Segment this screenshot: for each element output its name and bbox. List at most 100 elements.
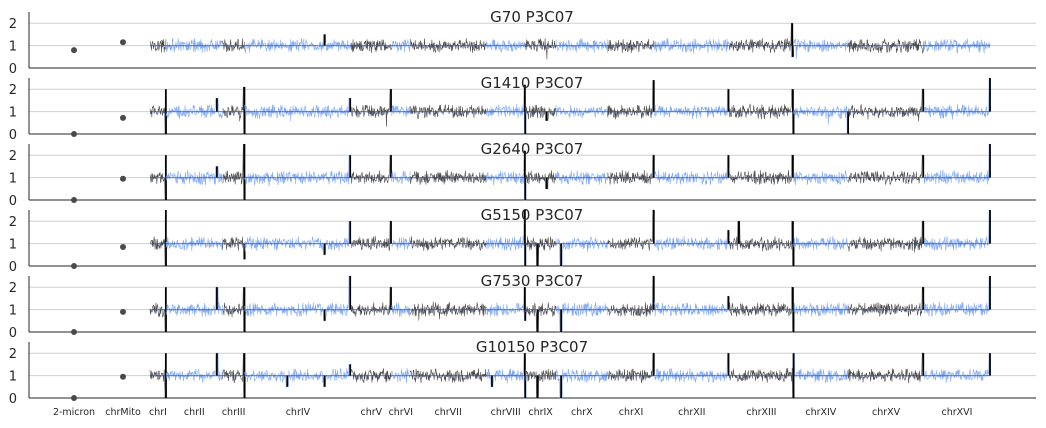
x-tick-label: chrXIV [805, 407, 836, 418]
trace-chrII [165, 166, 223, 186]
x-tick-labels: 2-micron chrMito chrI chrII chrIII chrIV chrV c… [53, 407, 973, 418]
trace-chrIII [222, 38, 245, 52]
y-tick-label: 0 [9, 194, 17, 209]
trace-chrXIII [728, 22, 794, 58]
point-2-micron [71, 263, 77, 269]
panel-3: 0 1 2 G2640 P3C07 [9, 140, 1036, 209]
y-tick-label: 1 [9, 172, 17, 187]
panel-5: 0 1 2 G7530 P3C07 [9, 272, 1036, 341]
trace-chrVI [391, 367, 411, 384]
trace-chrXIV [793, 235, 849, 251]
trace-chrXIII [728, 367, 794, 399]
point-2-micron [71, 329, 77, 335]
trace-chrXI [607, 209, 655, 251]
trace-chrXIII [728, 220, 794, 267]
trace-chrVI [391, 105, 411, 118]
trace-chrXVI [923, 38, 991, 54]
trace-chrIII [222, 286, 245, 333]
trace-chrVIII [485, 39, 526, 53]
x-tick-label: chrIX [528, 407, 553, 418]
trace-chrXIV [793, 302, 849, 317]
trace-chrXII [653, 154, 730, 185]
trace-chrXI [607, 79, 655, 120]
trace-chrXVI [923, 275, 990, 317]
trace-chrXII [653, 352, 730, 383]
trace-chrIX [524, 302, 557, 333]
trace-chrVII [409, 301, 487, 321]
trace-chrII [165, 236, 223, 252]
trace-chrX [555, 301, 609, 333]
trace-chrIV [244, 220, 352, 256]
trace-chrXVI [923, 143, 990, 185]
y-tick-label: 0 [9, 62, 17, 77]
trace-chrX [555, 170, 609, 185]
y-tick-label: 1 [9, 106, 17, 121]
trace-chrV [350, 286, 392, 317]
x-tick-label: chrVI [389, 407, 413, 418]
y-tick-label: 2 [9, 215, 17, 230]
trace-chrXI [607, 275, 655, 318]
trace-chrXI [607, 154, 655, 185]
x-tick-label: chrII [184, 407, 205, 418]
trace-chrX [555, 104, 609, 119]
trace-chrIX [524, 38, 557, 60]
trace-chrII [165, 286, 223, 317]
trace-chrVIII [485, 286, 526, 322]
panel-title: G1410 P3C07 [481, 74, 584, 92]
trace-chrXV [847, 88, 925, 122]
trace-chrX [555, 236, 609, 267]
trace-chrXII [653, 88, 730, 120]
trace-chrXI [607, 352, 655, 384]
point-2-micron [71, 395, 77, 401]
trace-chrX [555, 38, 609, 53]
point-chrMito [120, 114, 126, 121]
trace-chrXV [847, 38, 925, 54]
trace-chrVII [409, 368, 487, 383]
y-tick-label: 2 [9, 281, 17, 296]
trace-chrX [555, 368, 609, 399]
x-tick-label: chrXI [619, 407, 643, 418]
panel-title: G10150 P3C07 [476, 338, 588, 356]
trace-chrIX [524, 104, 557, 121]
trace-chrV [350, 39, 392, 54]
trace-chrI [149, 39, 167, 53]
trace-chrI [149, 369, 167, 399]
trace-chrIV [244, 154, 352, 187]
y-tick-label: 2 [9, 347, 17, 362]
point-2-micron [71, 47, 77, 54]
trace-chrXVI [923, 77, 990, 120]
x-tick-label: chrX [571, 407, 593, 418]
trace-chrV [350, 220, 392, 251]
y-tick-label: 1 [9, 40, 17, 55]
trace-chrXVI [923, 209, 990, 251]
trace-chrVIII [485, 209, 526, 267]
y-tick-label: 2 [9, 149, 17, 164]
trace-chrV [350, 368, 392, 384]
trace-chrIX [525, 236, 557, 267]
trace-chrXV [847, 220, 925, 253]
trace-chrI [149, 302, 167, 333]
point-2-micron [71, 197, 77, 203]
trace-chrXIV [793, 170, 849, 186]
x-tick-label: chrXII [678, 407, 705, 418]
trace-chrI [149, 236, 167, 267]
trace-chrI [149, 105, 167, 135]
x-tick-label: chrXVI [942, 407, 973, 418]
trace-chrVIII [485, 84, 526, 135]
trace-chrXII [653, 229, 730, 252]
trace-chrXV [847, 154, 925, 185]
trace-chrIII [222, 143, 245, 201]
panel-title: G2640 P3C07 [481, 140, 584, 158]
trace-chrXIII [728, 88, 794, 135]
trace-chrVII [409, 104, 487, 119]
trace-chrV [350, 88, 392, 127]
x-tick-label: chrVIII [491, 407, 521, 418]
panel-title: G70 P3C07 [490, 8, 574, 26]
trace-chrV [350, 154, 392, 184]
trace-chrXV [847, 286, 925, 317]
trace-chrIV [244, 364, 352, 388]
trace-chrVIII [485, 150, 526, 201]
trace-chrXVI [923, 352, 990, 383]
point-chrMito [120, 373, 126, 380]
panel-title: G5150 P3C07 [481, 206, 584, 224]
